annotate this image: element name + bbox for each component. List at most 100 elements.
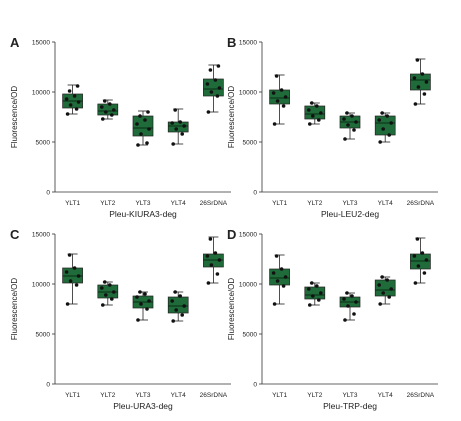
panel-letter: C	[10, 227, 20, 242]
data-point	[65, 112, 70, 116]
y-tick-label: 10000	[239, 90, 257, 97]
x-axis-label: Pleu-KIURA3-deg	[109, 209, 177, 219]
data-point	[350, 114, 354, 118]
data-point	[100, 105, 104, 109]
data-point	[110, 297, 114, 301]
data-point	[307, 287, 311, 291]
box-YLT1	[62, 84, 83, 116]
data-point	[317, 298, 321, 302]
box-26SrDNA	[203, 236, 224, 285]
data-point	[385, 278, 389, 282]
x-tick-label: 26SrDNA	[407, 392, 435, 399]
y-tick-label: 5000	[243, 140, 258, 147]
x-tick-label: YLT1	[272, 200, 287, 207]
data-point	[135, 295, 139, 299]
data-point	[145, 307, 149, 311]
data-point	[110, 113, 114, 117]
y-tick-label: 5000	[243, 332, 258, 339]
data-point	[352, 312, 356, 316]
box-YLT4	[374, 111, 396, 144]
box-26SrDNA	[410, 237, 431, 285]
data-point	[311, 294, 315, 298]
data-point	[412, 254, 417, 258]
data-point	[205, 254, 210, 258]
x-tick-label: 26SrDNA	[407, 200, 435, 207]
data-point	[275, 99, 280, 103]
box-YLT2	[304, 281, 326, 307]
data-point	[108, 283, 112, 287]
data-point	[413, 281, 418, 285]
data-point	[173, 290, 177, 294]
data-point	[76, 274, 81, 278]
x-tick-label: YLT2	[100, 392, 115, 399]
data-point	[216, 64, 221, 68]
x-tick-label: YLT3	[342, 392, 357, 399]
data-point	[104, 293, 108, 297]
data-point	[415, 237, 420, 241]
data-point	[380, 275, 384, 279]
data-point	[170, 299, 174, 303]
x-tick-label: YLT3	[135, 200, 150, 207]
data-point	[108, 102, 112, 106]
data-point	[72, 266, 77, 270]
x-tick-label: YLT4	[171, 200, 186, 207]
y-tick-label: 0	[46, 382, 50, 389]
data-point	[147, 299, 151, 303]
data-point	[307, 108, 311, 112]
data-point	[317, 118, 321, 122]
data-point	[343, 318, 347, 322]
data-point	[424, 80, 429, 84]
box-YLT2	[97, 280, 119, 307]
data-point	[345, 111, 349, 115]
data-point	[381, 127, 385, 131]
box-26SrDNA	[203, 64, 224, 114]
data-point	[319, 291, 323, 295]
y-axis-label: Fluorescence/OD	[227, 86, 236, 148]
data-point	[380, 111, 384, 115]
iqr-box	[132, 115, 154, 137]
data-point	[422, 271, 427, 275]
x-axis-label: Pleu-TRP-deg	[323, 401, 377, 411]
data-point	[420, 251, 425, 255]
box-YLT3	[339, 291, 361, 322]
x-tick-label: YLT3	[342, 200, 357, 207]
data-point	[271, 271, 276, 275]
data-point	[385, 114, 389, 118]
data-point	[281, 284, 286, 288]
box-YLT3	[132, 290, 154, 322]
data-point	[74, 283, 79, 287]
data-point	[146, 110, 150, 114]
iqr-box	[97, 103, 119, 116]
data-point	[104, 110, 108, 114]
y-tick-label: 10000	[239, 282, 257, 289]
data-point	[101, 303, 105, 307]
data-point	[343, 137, 347, 141]
y-tick-label: 15000	[239, 232, 257, 239]
data-point	[416, 85, 421, 89]
data-point	[139, 132, 143, 136]
data-point	[112, 108, 116, 112]
data-point	[72, 94, 77, 98]
panel-letter: D	[227, 227, 236, 242]
data-point	[67, 89, 72, 93]
y-tick-label: 15000	[239, 40, 257, 47]
x-axis-label: Pleu-URA3-deg	[113, 401, 173, 411]
y-tick-label: 0	[253, 190, 257, 197]
x-tick-label: YLT4	[378, 200, 393, 207]
x-tick-label: YLT1	[65, 200, 80, 207]
data-point	[100, 286, 104, 290]
data-point	[174, 308, 178, 312]
data-point	[346, 304, 350, 308]
data-point	[182, 124, 186, 128]
y-tick-label: 10000	[32, 90, 50, 97]
data-point	[147, 127, 151, 131]
data-point	[138, 290, 142, 294]
x-tick-label: YLT4	[171, 392, 186, 399]
box-YLT2	[304, 101, 326, 126]
data-point	[283, 275, 288, 279]
data-point	[68, 103, 73, 107]
x-tick-label: YLT1	[65, 392, 80, 399]
x-tick-label: YLT2	[307, 200, 322, 207]
data-point	[205, 82, 210, 86]
data-point	[354, 300, 358, 304]
